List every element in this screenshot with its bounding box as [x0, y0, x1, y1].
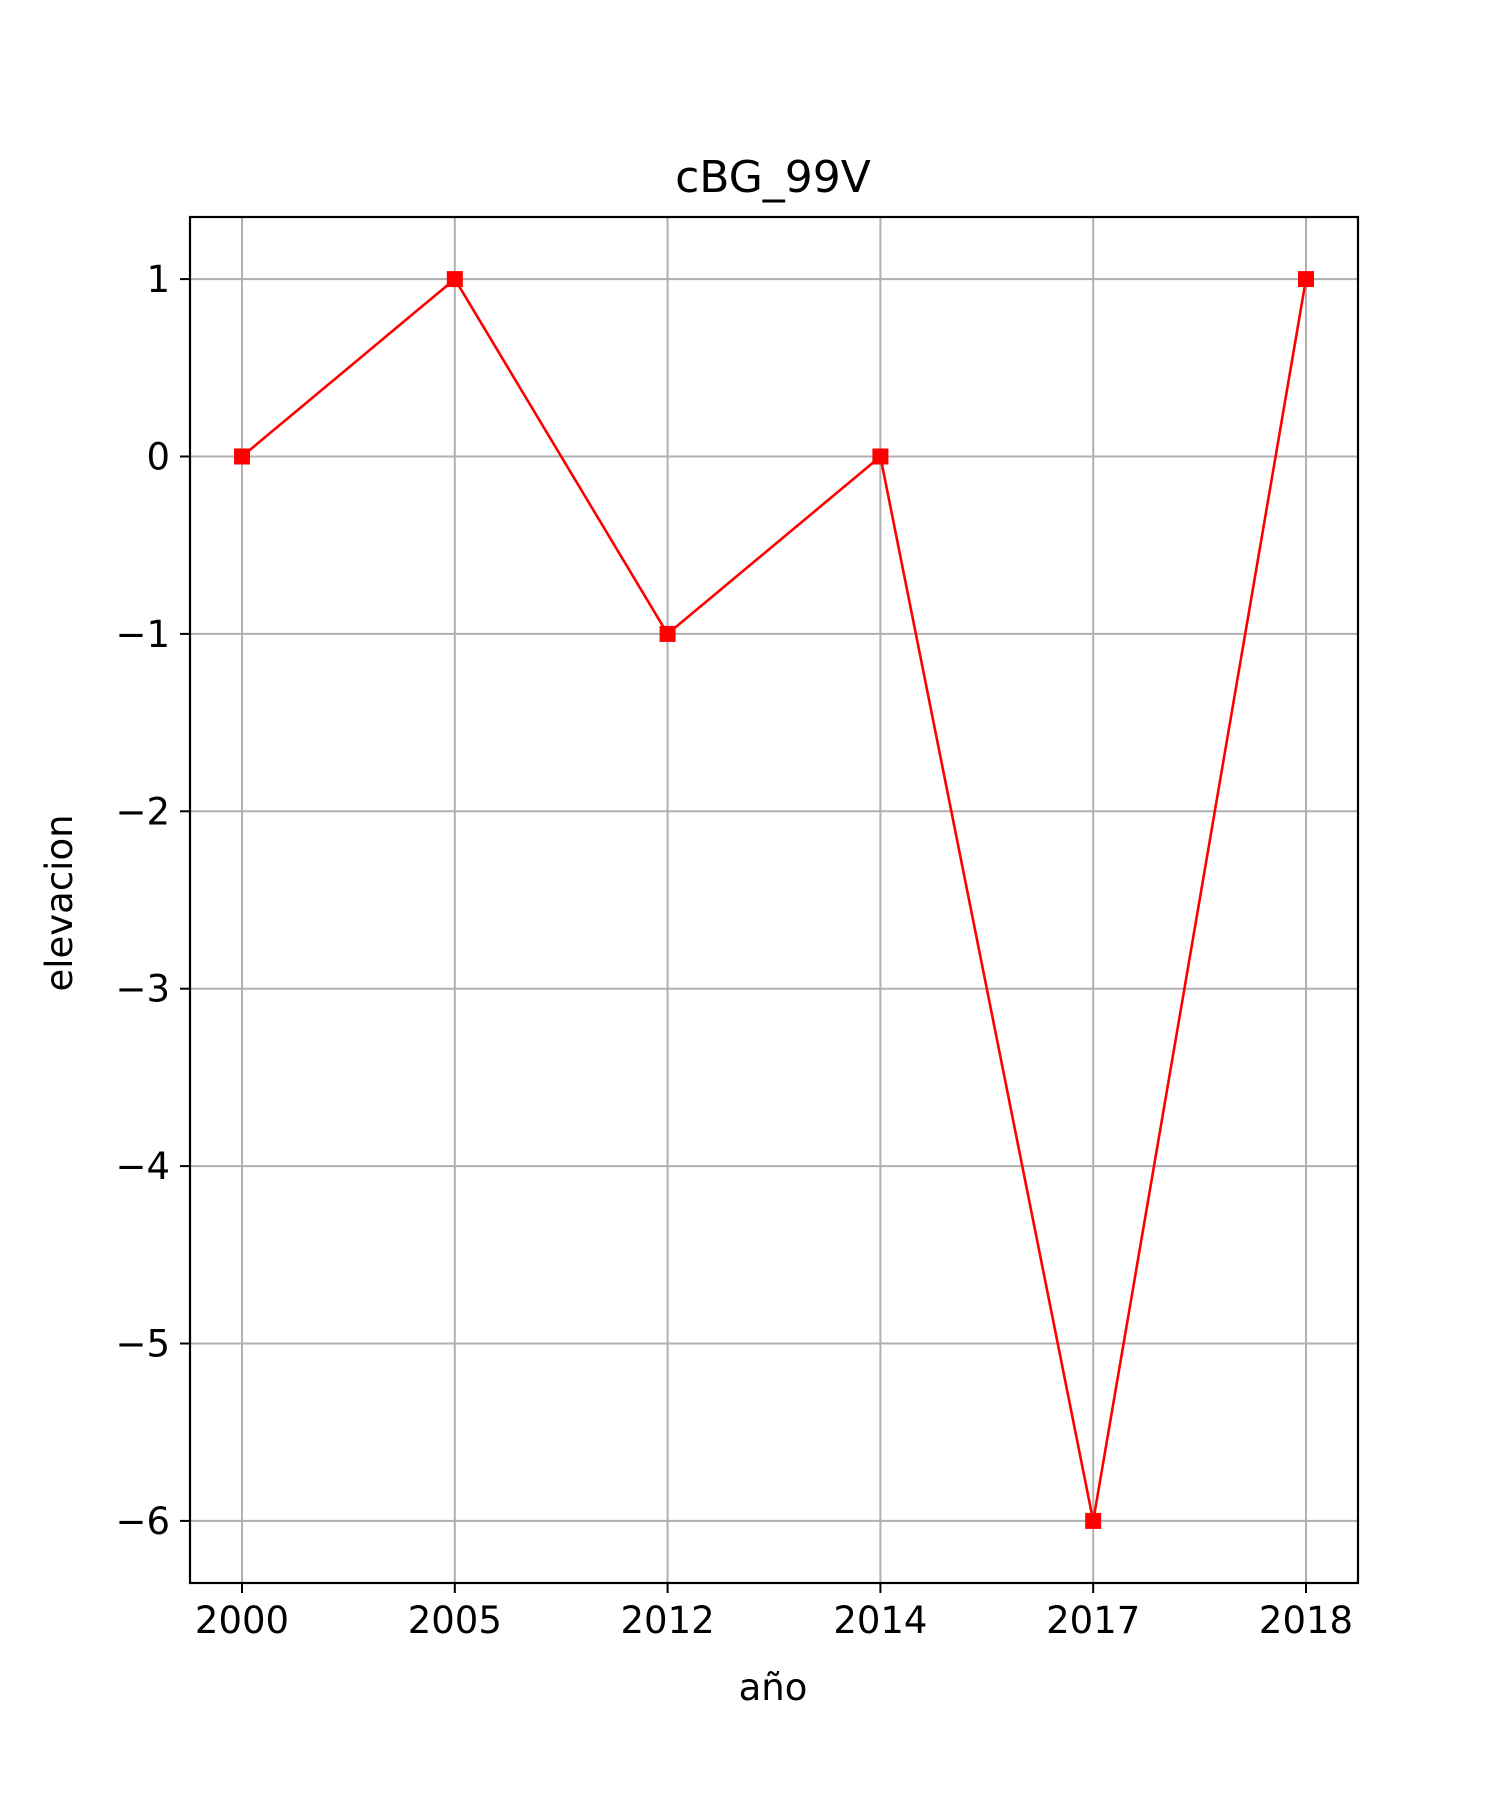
data-point — [659, 625, 676, 642]
series-line — [241, 277, 1308, 1523]
y-tick-label: −2 — [115, 790, 170, 833]
x-axis-label: año — [739, 1666, 808, 1709]
x-tick-label: 2018 — [1259, 1599, 1353, 1642]
data-point — [446, 271, 463, 288]
data-point — [1085, 1512, 1102, 1529]
x-tick-label: 2012 — [621, 1599, 715, 1642]
y-tick-label: 1 — [146, 258, 170, 301]
data-point — [1298, 271, 1314, 288]
data-point — [872, 448, 889, 465]
x-tick-label: 2017 — [1046, 1599, 1140, 1642]
y-tick-label: −1 — [115, 613, 170, 656]
y-tick-label: −3 — [115, 968, 170, 1011]
x-tick-label: 2014 — [833, 1599, 927, 1642]
y-tick-label: −6 — [115, 1500, 170, 1543]
y-tick-label: −4 — [115, 1145, 170, 1188]
series-layer — [234, 271, 1314, 1529]
x-tick-label: 2000 — [195, 1599, 289, 1642]
plot-frame — [188, 215, 1360, 1585]
ticks: 2000 2005 2012 2014 2017 2018 1 0 −1 −2 −3 −4 −5 −6 — [115, 258, 1353, 1642]
y-tick-label: −5 — [115, 1323, 170, 1366]
y-tick-label: 0 — [146, 435, 170, 478]
y-axis-label: elevacion — [38, 814, 81, 991]
grid — [190, 217, 1358, 1583]
chart-title: cBG_99V — [675, 152, 871, 203]
x-tick-label: 2005 — [408, 1599, 502, 1642]
data-point — [234, 448, 250, 465]
